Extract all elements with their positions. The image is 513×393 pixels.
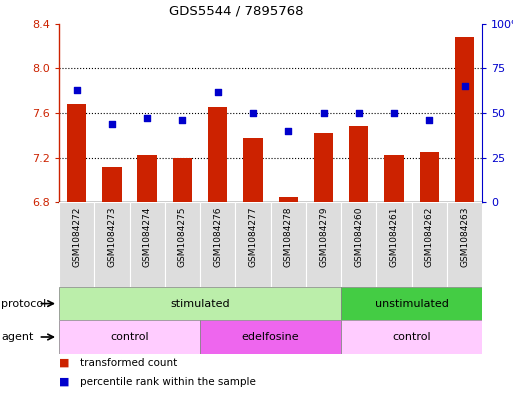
Bar — [67, 104, 86, 202]
Bar — [59, 320, 200, 354]
Bar — [94, 202, 130, 287]
Text: ■: ■ — [59, 377, 69, 387]
Bar — [129, 202, 165, 287]
Point — [72, 86, 81, 93]
Point — [213, 88, 222, 95]
Bar — [137, 156, 157, 202]
Text: control: control — [392, 332, 431, 342]
Point — [249, 110, 257, 116]
Bar — [208, 107, 227, 202]
Text: GSM1084276: GSM1084276 — [213, 207, 222, 267]
Text: protocol: protocol — [1, 299, 46, 309]
Point — [108, 121, 116, 127]
Bar — [384, 156, 404, 202]
Point — [284, 128, 292, 134]
Bar — [341, 202, 377, 287]
Text: GSM1084273: GSM1084273 — [107, 207, 116, 267]
Bar — [59, 287, 341, 320]
Bar — [377, 202, 411, 287]
Bar — [102, 167, 122, 202]
Text: control: control — [110, 332, 149, 342]
Bar — [59, 202, 94, 287]
Bar — [279, 197, 298, 202]
Bar — [349, 127, 368, 202]
Point — [461, 83, 469, 89]
Point — [390, 110, 398, 116]
Text: agent: agent — [1, 332, 33, 342]
Bar — [165, 202, 200, 287]
Text: GSM1084260: GSM1084260 — [354, 207, 363, 267]
Bar — [243, 138, 263, 202]
Text: GSM1084261: GSM1084261 — [389, 207, 399, 267]
Text: GSM1084275: GSM1084275 — [178, 207, 187, 267]
Point — [179, 117, 187, 123]
Bar — [341, 287, 482, 320]
Bar — [455, 37, 475, 202]
Bar — [200, 320, 341, 354]
Bar — [173, 158, 192, 202]
Point — [354, 110, 363, 116]
Bar — [314, 133, 333, 202]
Point — [143, 115, 151, 121]
Point — [425, 117, 433, 123]
Text: GSM1084272: GSM1084272 — [72, 207, 81, 267]
Bar — [341, 320, 482, 354]
Text: unstimulated: unstimulated — [374, 299, 449, 309]
Text: GSM1084274: GSM1084274 — [143, 207, 152, 267]
Bar — [270, 202, 306, 287]
Bar — [447, 202, 482, 287]
Text: percentile rank within the sample: percentile rank within the sample — [80, 377, 255, 387]
Text: GSM1084278: GSM1084278 — [284, 207, 293, 267]
Bar — [306, 202, 341, 287]
Text: GSM1084277: GSM1084277 — [248, 207, 258, 267]
Text: GSM1084279: GSM1084279 — [319, 207, 328, 267]
Text: edelfosine: edelfosine — [242, 332, 300, 342]
Point — [320, 110, 328, 116]
Text: transformed count: transformed count — [80, 358, 177, 368]
Text: ■: ■ — [59, 358, 69, 368]
Text: GSM1084263: GSM1084263 — [460, 207, 469, 267]
Text: GDS5544 / 7895768: GDS5544 / 7895768 — [169, 5, 304, 18]
Text: stimulated: stimulated — [170, 299, 230, 309]
Text: GSM1084262: GSM1084262 — [425, 207, 434, 267]
Bar — [420, 152, 439, 202]
Bar — [411, 202, 447, 287]
Bar — [200, 202, 235, 287]
Bar — [235, 202, 271, 287]
